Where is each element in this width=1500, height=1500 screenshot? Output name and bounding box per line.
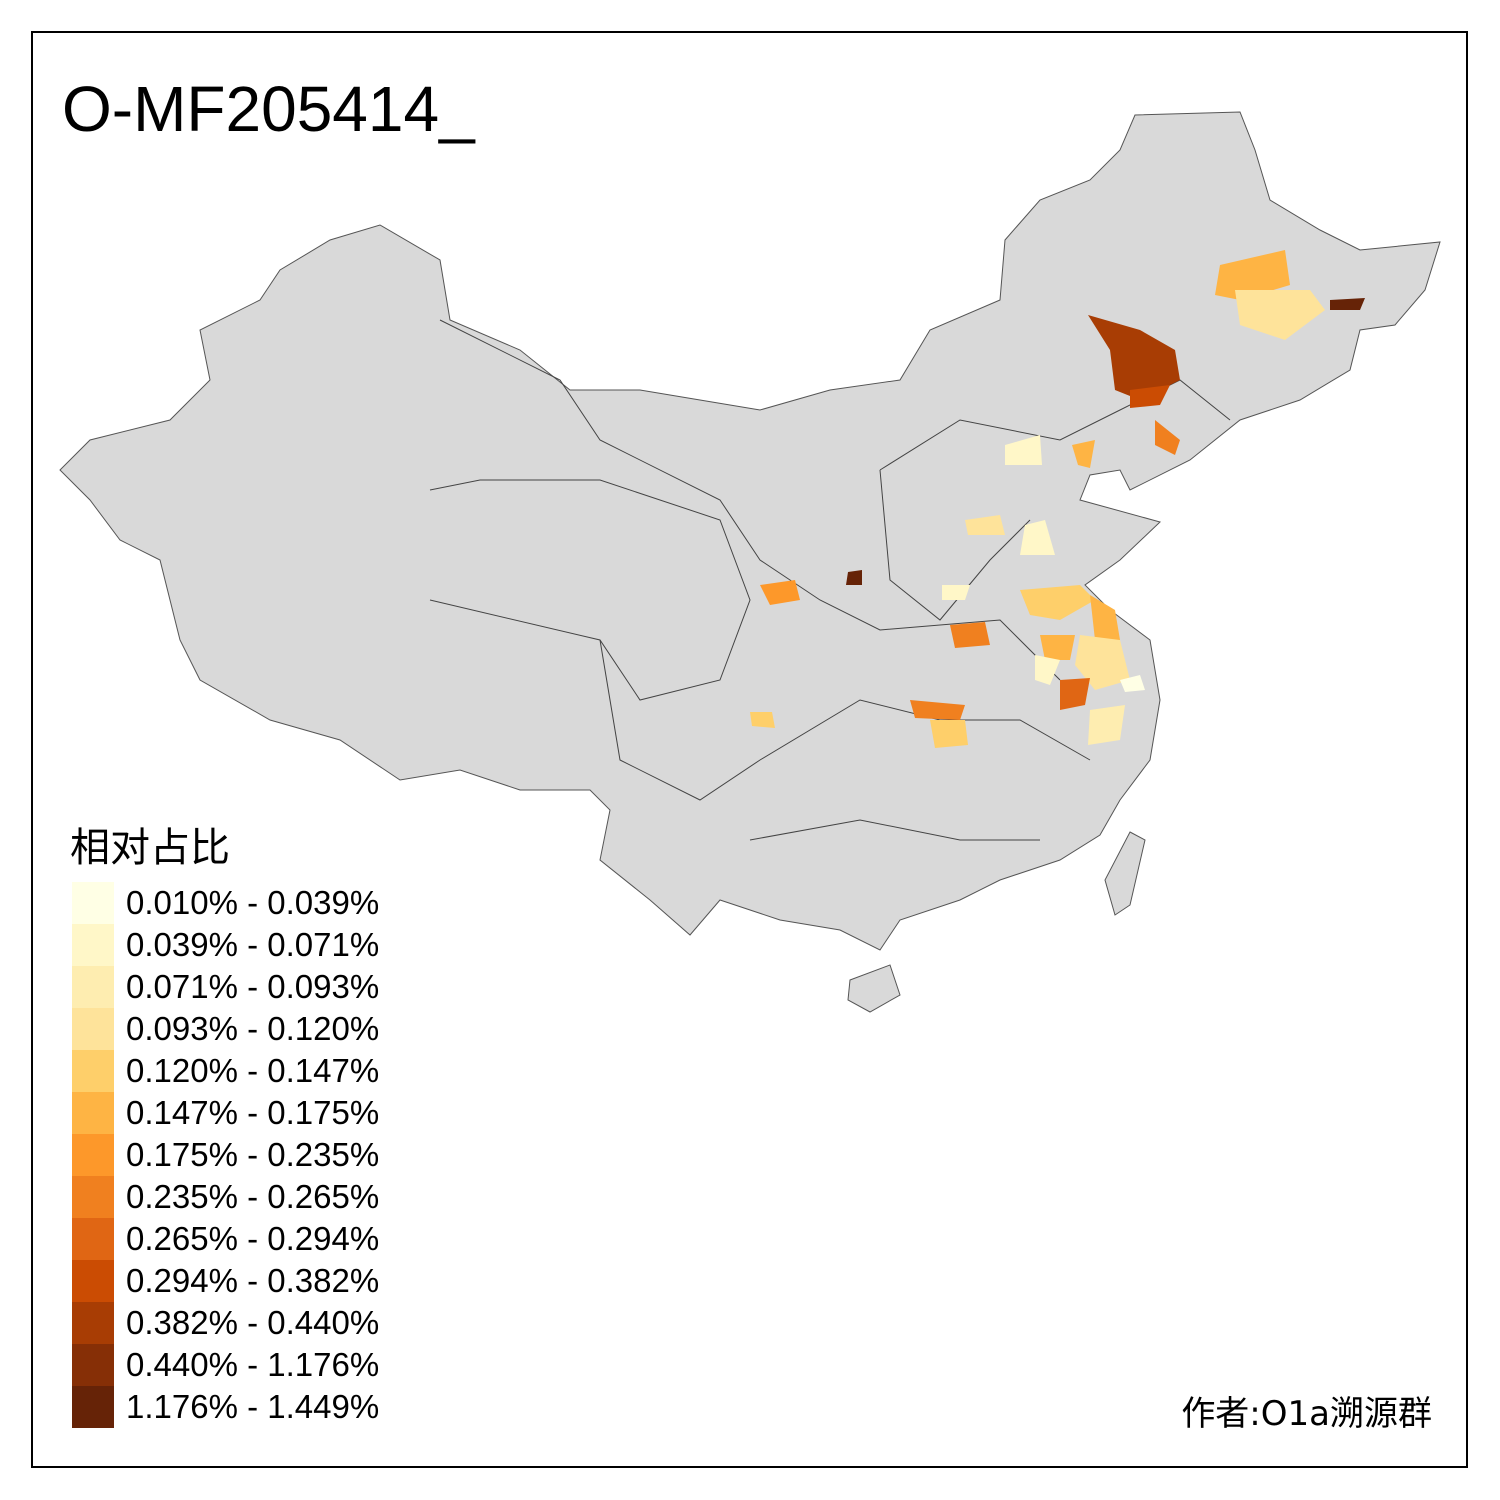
- region: [1072, 440, 1095, 468]
- taiwan-island: [1104, 831, 1146, 916]
- region: [942, 585, 970, 600]
- legend-item: 0.440% - 1.176%: [72, 1344, 379, 1386]
- region: [950, 622, 990, 648]
- legend-title: 相对占比: [70, 825, 230, 871]
- legend-item: 0.120% - 0.147%: [72, 1050, 379, 1092]
- region: [1035, 655, 1060, 685]
- region: [1330, 298, 1365, 310]
- legend-label: 0.294% - 0.382%: [126, 1262, 380, 1299]
- legend-label: 0.382% - 0.440%: [126, 1304, 380, 1341]
- region: [1040, 635, 1075, 660]
- legend-swatch: [72, 1218, 114, 1260]
- region: [1060, 678, 1090, 710]
- china-mainland: [59, 111, 1441, 951]
- region: [1090, 595, 1120, 640]
- legend-swatch: [72, 1344, 114, 1386]
- region: [750, 712, 775, 728]
- region: [930, 720, 968, 748]
- legend-swatch: [72, 1050, 114, 1092]
- region: [910, 700, 965, 720]
- legend-item: 0.039% - 0.071%: [72, 924, 379, 966]
- region: [1215, 250, 1290, 300]
- legend-label: 0.010% - 0.039%: [126, 884, 380, 921]
- legend-item: 0.093% - 0.120%: [72, 1008, 379, 1050]
- region: [1155, 420, 1180, 455]
- region: [1020, 520, 1055, 555]
- legend-label: 0.039% - 0.071%: [126, 926, 380, 963]
- legend-label: 0.235% - 0.265%: [126, 1178, 380, 1215]
- legend-item: 0.175% - 0.235%: [72, 1134, 379, 1176]
- legend-item: 0.071% - 0.093%: [72, 966, 379, 1008]
- legend-item: 0.265% - 0.294%: [72, 1218, 379, 1260]
- region: [1088, 705, 1125, 745]
- map-frame: [31, 31, 1468, 1468]
- legend-swatch: [72, 1008, 114, 1050]
- legend-item: 0.382% - 0.440%: [72, 1302, 379, 1344]
- legend-label: 1.176% - 1.449%: [126, 1388, 380, 1425]
- legend: 0.010% - 0.039% 0.039% - 0.071% 0.071% - 0…: [72, 882, 379, 1428]
- legend-item: 0.147% - 0.175%: [72, 1092, 379, 1134]
- legend-label: 0.071% - 0.093%: [126, 968, 380, 1005]
- map-title: O-MF205414_: [62, 73, 475, 145]
- region: [1088, 315, 1180, 400]
- legend-label: 0.175% - 0.235%: [126, 1136, 380, 1173]
- region: [1075, 635, 1130, 690]
- legend-label: 0.120% - 0.147%: [126, 1052, 380, 1089]
- legend-item: 1.176% - 1.449%: [72, 1386, 379, 1428]
- region: [1120, 675, 1145, 692]
- province-borders: [429, 319, 1231, 841]
- legend-swatch: [72, 882, 114, 924]
- legend-label: 0.147% - 0.175%: [126, 1094, 380, 1131]
- hainan-island: [847, 964, 901, 1013]
- legend-swatch: [72, 1176, 114, 1218]
- legend-swatch: [72, 966, 114, 1008]
- legend-item: 0.294% - 0.382%: [72, 1260, 379, 1302]
- region: [1020, 585, 1095, 620]
- legend-item: 0.010% - 0.039%: [72, 882, 379, 924]
- region: [965, 515, 1005, 535]
- legend-swatch: [72, 1386, 114, 1428]
- region: [1005, 435, 1042, 465]
- author-credit: 作者:O1a溯源群: [1181, 1394, 1432, 1434]
- legend-label: 0.093% - 0.120%: [126, 1010, 380, 1047]
- legend-swatch: [72, 1302, 114, 1344]
- region: [846, 570, 862, 585]
- region: [760, 580, 800, 605]
- legend-swatch: [72, 1092, 114, 1134]
- region: [1235, 290, 1325, 340]
- region-fills: [750, 250, 1365, 748]
- legend-swatch: [72, 1134, 114, 1176]
- legend-label: 0.265% - 0.294%: [126, 1220, 380, 1257]
- legend-label: 0.440% - 1.176%: [126, 1346, 380, 1383]
- region: [1130, 385, 1170, 408]
- legend-item: 0.235% - 0.265%: [72, 1176, 379, 1218]
- legend-swatch: [72, 1260, 114, 1302]
- legend-swatch: [72, 924, 114, 966]
